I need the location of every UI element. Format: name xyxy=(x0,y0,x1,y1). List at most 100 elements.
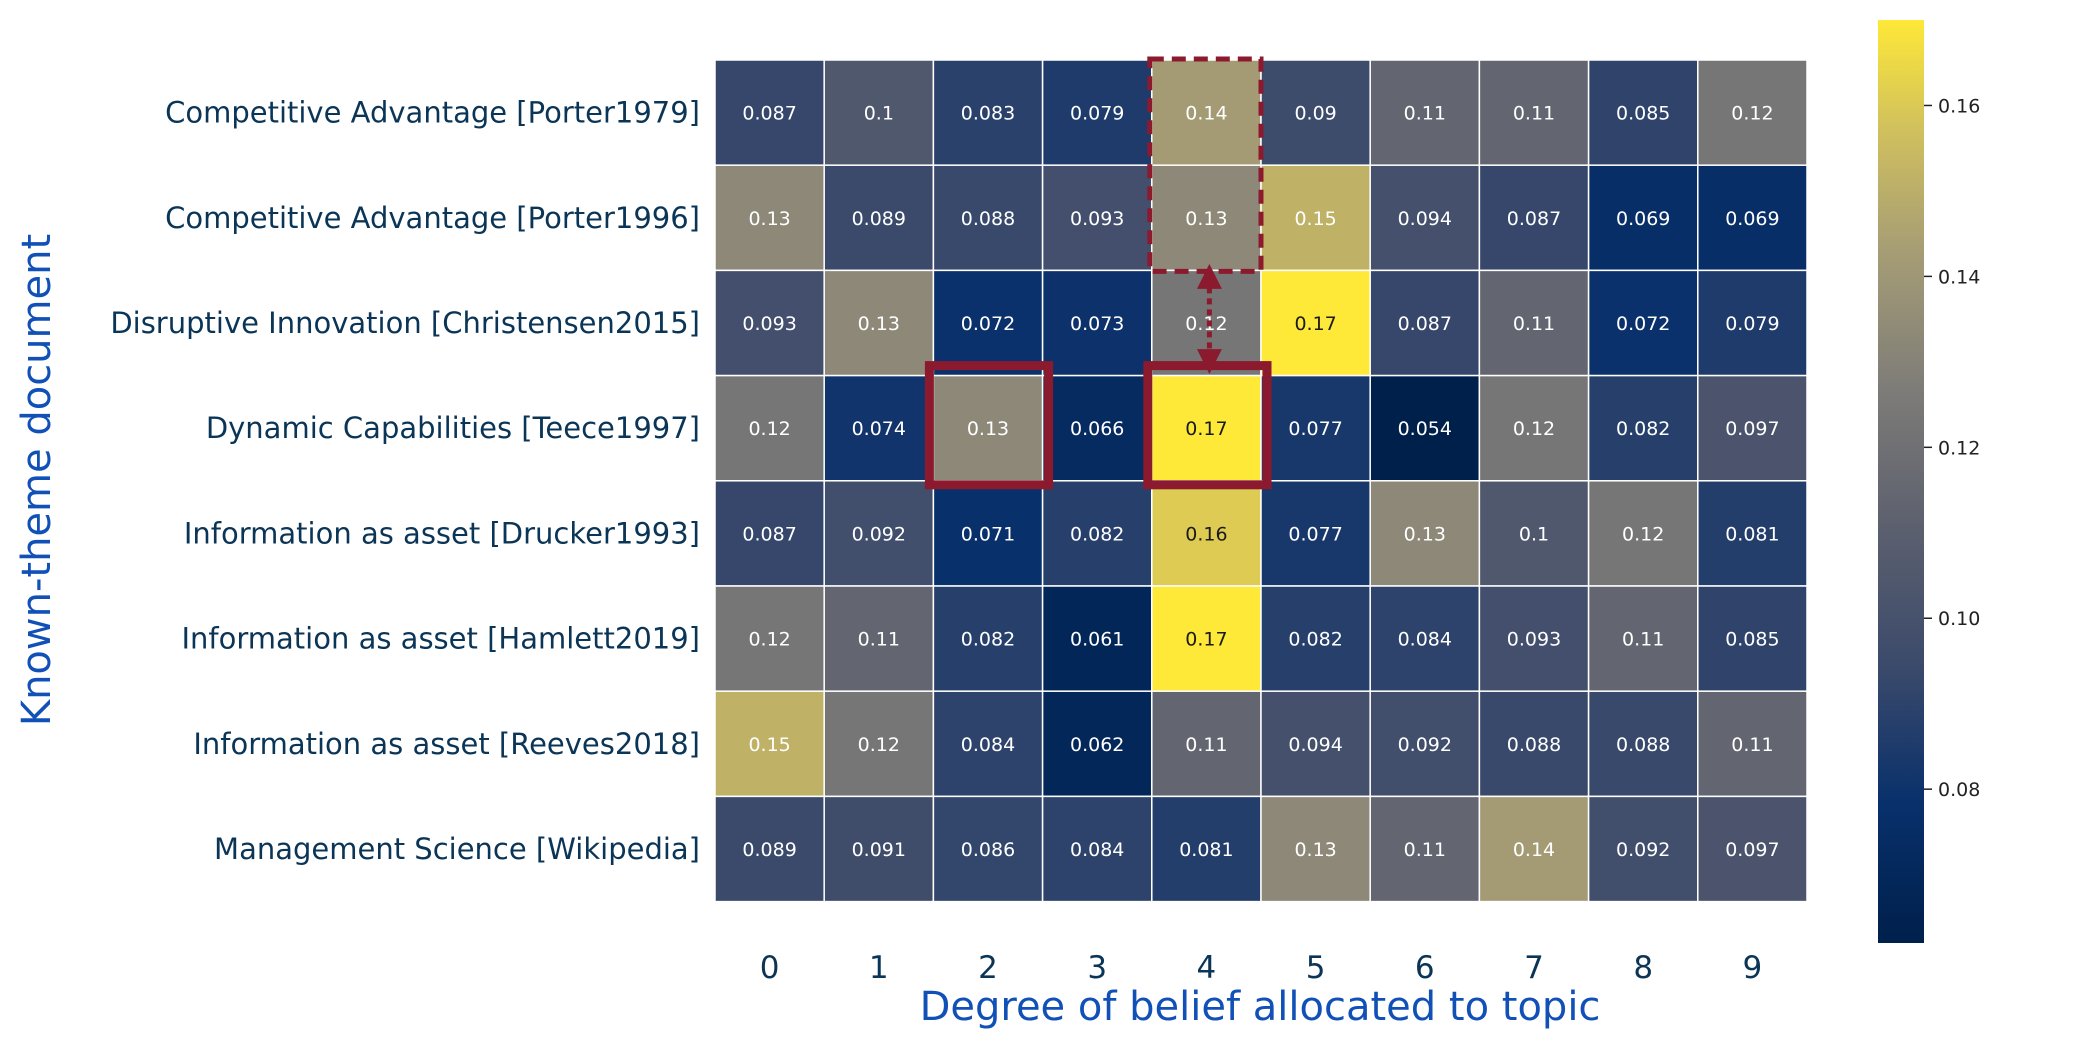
heatmap-cell xyxy=(1697,374,1808,482)
heatmap-cell xyxy=(932,585,1044,692)
cell-value-label: 0.084 xyxy=(1398,629,1452,651)
row-label: Dynamic Capabilities [Teece1997] xyxy=(206,411,700,445)
cell-value-label: 0.072 xyxy=(1616,313,1670,335)
heatmap-cell xyxy=(1478,795,1590,903)
heatmap-cell xyxy=(823,585,935,692)
column-label: 6 xyxy=(1415,950,1435,986)
heatmap-cell xyxy=(823,374,935,482)
row-label: Competitive Advantage [Porter1996] xyxy=(165,201,700,235)
cell-value-label: 0.17 xyxy=(1185,418,1227,440)
cell-value-label: 0.17 xyxy=(1185,629,1227,651)
cell-value-label: 0.15 xyxy=(748,734,790,756)
cell-value-label: 0.084 xyxy=(1070,839,1124,861)
row-labels: Competitive Advantage [Porter1979] Compet… xyxy=(110,96,700,866)
cell-value-label: 0.084 xyxy=(961,734,1015,756)
cell-value-label: 0.12 xyxy=(1513,418,1555,440)
cell-value-label: 0.17 xyxy=(1294,313,1336,335)
heatmap-cell xyxy=(1369,374,1481,482)
cell-value-label: 0.11 xyxy=(1404,103,1446,125)
cell-value-label: 0.15 xyxy=(1294,208,1336,230)
heatmap-cell xyxy=(1697,480,1808,587)
heatmap-cell xyxy=(1369,269,1481,377)
heatmap-cell xyxy=(1151,585,1262,692)
colorbar: 0.08 0.10 0.12 0.14 0.16 xyxy=(1878,20,1980,943)
heatmap-cell xyxy=(1587,585,1699,692)
heatmap-cell xyxy=(1260,585,1371,692)
heatmap-cell xyxy=(1478,585,1590,692)
heatmap-cell xyxy=(1478,374,1590,482)
heatmap-cell xyxy=(1587,164,1699,272)
colorbar-tick-label: 0.16 xyxy=(1938,95,1980,117)
cell-value-label: 0.092 xyxy=(852,523,906,545)
heatmap-cell xyxy=(1478,164,1590,272)
cell-value-label: 0.11 xyxy=(1404,839,1446,861)
cell-value-label: 0.082 xyxy=(961,629,1015,651)
cell-value-label: 0.13 xyxy=(858,313,900,335)
heatmap-cell xyxy=(1369,164,1481,272)
heatmap-cell xyxy=(1260,269,1371,377)
cell-value-label: 0.14 xyxy=(1185,103,1227,125)
cell-value-label: 0.11 xyxy=(858,629,900,651)
cell-value-label: 0.13 xyxy=(1294,839,1336,861)
heatmap-cell xyxy=(932,59,1044,166)
row-label: Information as asset [Hamlett2019] xyxy=(181,622,700,656)
heatmap-cell xyxy=(1478,269,1590,377)
heatmap-cell xyxy=(1369,59,1481,166)
cell-value-label: 0.09 xyxy=(1294,103,1336,125)
heatmap-cell xyxy=(1041,795,1153,903)
cell-value-label: 0.094 xyxy=(1288,734,1342,756)
cell-value-label: 0.11 xyxy=(1513,313,1555,335)
heatmap-cell xyxy=(714,480,825,587)
cell-value-label: 0.087 xyxy=(742,103,796,125)
cell-value-label: 0.092 xyxy=(1398,734,1452,756)
cell-value-label: 0.091 xyxy=(852,839,906,861)
heatmap-cell xyxy=(823,480,935,587)
cell-value-label: 0.16 xyxy=(1185,523,1227,545)
cell-value-label: 0.089 xyxy=(852,208,906,230)
cell-value-label: 0.093 xyxy=(1070,208,1124,230)
heatmap-cell xyxy=(1151,59,1262,166)
heatmap-cell xyxy=(714,374,825,482)
cell-value-label: 0.12 xyxy=(1731,103,1773,125)
heatmap-cell xyxy=(1369,480,1481,587)
heatmap-cell xyxy=(823,795,935,903)
cell-value-label: 0.061 xyxy=(1070,629,1124,651)
heatmap-cell xyxy=(1697,164,1808,272)
cell-value-label: 0.087 xyxy=(742,523,796,545)
heatmap-cell xyxy=(1697,690,1808,798)
colorbar-tick-label: 0.12 xyxy=(1938,437,1980,459)
heatmap-cell xyxy=(1587,59,1699,166)
cell-value-label: 0.087 xyxy=(1507,208,1561,230)
cell-value-label: 0.092 xyxy=(1616,839,1670,861)
cell-value-label: 0.12 xyxy=(858,734,900,756)
cell-value-label: 0.081 xyxy=(1179,839,1233,861)
cell-value-label: 0.071 xyxy=(961,523,1015,545)
cell-value-label: 0.11 xyxy=(1622,629,1664,651)
heatmap-cell xyxy=(1697,269,1808,377)
cell-value-label: 0.093 xyxy=(1507,629,1561,651)
row-label: Management Science [Wikipedia] xyxy=(214,832,700,866)
cell-value-label: 0.082 xyxy=(1070,523,1124,545)
column-label: 4 xyxy=(1197,950,1217,986)
cell-value-label: 0.066 xyxy=(1070,418,1124,440)
heatmap-cell xyxy=(932,164,1044,272)
heatmap-cell xyxy=(1478,480,1590,587)
cell-value-label: 0.088 xyxy=(1507,734,1561,756)
cell-value-label: 0.088 xyxy=(961,208,1015,230)
column-label: 2 xyxy=(978,950,998,986)
column-labels: 0 1 2 3 4 5 6 7 8 9 xyxy=(760,950,1763,986)
heatmap-cell xyxy=(714,795,825,903)
cell-value-label: 0.077 xyxy=(1288,418,1342,440)
heatmap-cell xyxy=(1260,690,1371,798)
cell-value-label: 0.072 xyxy=(961,313,1015,335)
colorbar-tick-label: 0.10 xyxy=(1938,608,1980,630)
column-label: 3 xyxy=(1087,950,1107,986)
cell-value-label: 0.097 xyxy=(1725,418,1779,440)
cell-value-label: 0.089 xyxy=(742,839,796,861)
heatmap-cell xyxy=(1697,59,1808,166)
cell-value-label: 0.074 xyxy=(852,418,906,440)
heatmap-cell xyxy=(1041,59,1153,166)
cell-value-label: 0.085 xyxy=(1616,103,1670,125)
cell-value-label: 0.081 xyxy=(1725,523,1779,545)
highlight-box xyxy=(924,361,1054,490)
